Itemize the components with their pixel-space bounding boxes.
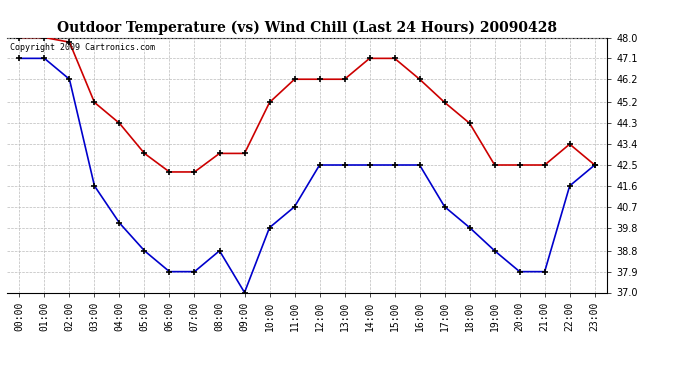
Title: Outdoor Temperature (vs) Wind Chill (Last 24 Hours) 20090428: Outdoor Temperature (vs) Wind Chill (Las… — [57, 21, 557, 35]
Text: Copyright 2009 Cartronics.com: Copyright 2009 Cartronics.com — [10, 43, 155, 52]
